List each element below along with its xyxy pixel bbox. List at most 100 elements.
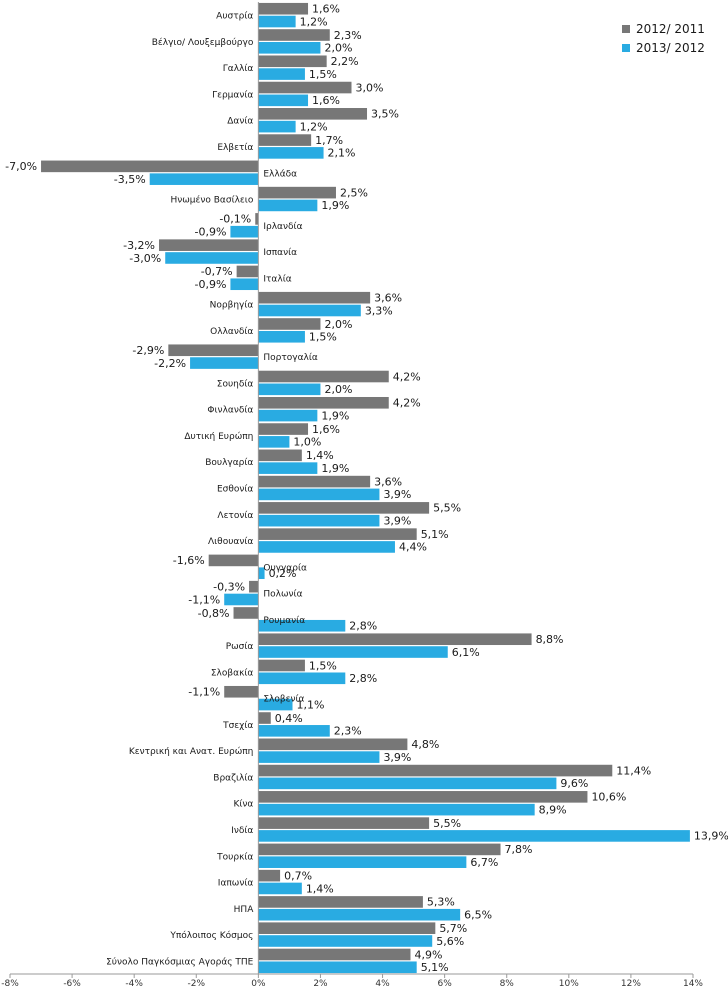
data-label: -0,8% bbox=[198, 607, 230, 620]
bar-2013-2012 bbox=[258, 462, 318, 474]
data-label: 2,0% bbox=[324, 42, 352, 55]
data-label: -1,1% bbox=[188, 686, 220, 699]
data-label: -3,0% bbox=[129, 252, 161, 265]
data-label: 1,6% bbox=[312, 3, 340, 16]
x-tick-label: -2% bbox=[188, 979, 206, 989]
bar-2013-2012 bbox=[258, 436, 290, 448]
data-label: 5,5% bbox=[433, 502, 461, 515]
bar-2013-2012 bbox=[258, 514, 380, 527]
x-tick-label: 8% bbox=[500, 979, 515, 989]
data-label: -3,2% bbox=[123, 239, 155, 252]
x-tick-label: -8% bbox=[1, 979, 19, 989]
bar-2013-2012 bbox=[258, 751, 380, 763]
bar-2013-2012 bbox=[258, 908, 461, 921]
bar-2012-2011 bbox=[233, 607, 259, 619]
data-label: 0,7% bbox=[284, 869, 312, 882]
bar-2013-2012 bbox=[258, 961, 417, 974]
data-label: 6,5% bbox=[464, 909, 492, 922]
data-label: 4,2% bbox=[393, 397, 421, 410]
x-tick-label: 12% bbox=[621, 979, 641, 989]
bar-2012-2011 bbox=[258, 659, 305, 672]
bar-2013-2012 bbox=[258, 409, 318, 422]
category-label: Ιρλανδία bbox=[263, 222, 302, 232]
data-label: 0,4% bbox=[275, 712, 303, 725]
category-label: Τουρκία bbox=[216, 852, 253, 862]
bar-2013-2012 bbox=[258, 304, 361, 317]
bar-2012-2011 bbox=[258, 738, 408, 751]
category-label: Υπόλοιπος Κόσμος bbox=[169, 930, 253, 941]
x-tick-label: 0% bbox=[251, 979, 266, 989]
data-label: 10,6% bbox=[591, 791, 626, 804]
bar-2012-2011 bbox=[255, 213, 259, 225]
data-label: 1,5% bbox=[309, 659, 337, 672]
data-label: 1,6% bbox=[312, 94, 340, 107]
bar-2012-2011 bbox=[208, 554, 259, 567]
data-label: 1,2% bbox=[300, 120, 328, 133]
data-label: 1,0% bbox=[293, 436, 321, 449]
legend-label-2012-2011: 2012/ 2011 bbox=[636, 22, 705, 36]
bar-2013-2012 bbox=[258, 68, 305, 80]
data-label: 1,5% bbox=[309, 68, 337, 81]
data-label: 6,1% bbox=[452, 646, 480, 659]
data-label: -2,2% bbox=[154, 357, 186, 370]
bar-2012-2011 bbox=[258, 528, 417, 540]
data-label: 1,9% bbox=[321, 409, 349, 422]
bar-2012-2011 bbox=[258, 318, 321, 330]
data-label: 5,5% bbox=[433, 817, 461, 830]
data-label: 3,5% bbox=[371, 108, 399, 121]
bar-2013-2012 bbox=[258, 383, 321, 396]
category-label: Ρωσία bbox=[226, 642, 254, 652]
data-label: 3,6% bbox=[374, 475, 402, 488]
data-label: 3,9% bbox=[383, 488, 411, 501]
bar-2012-2011 bbox=[159, 239, 259, 251]
bar-2012-2011 bbox=[258, 423, 309, 435]
category-label: Βέλγιο/ Λουξεμβούργο bbox=[152, 37, 254, 48]
bar-2012-2011 bbox=[41, 160, 259, 173]
bars-layer bbox=[41, 2, 690, 974]
category-label: Ολλανδία bbox=[210, 327, 253, 337]
data-label: 1,9% bbox=[321, 199, 349, 212]
category-label: Νορβηγία bbox=[210, 301, 254, 311]
category-label: Βραζιλία bbox=[213, 773, 253, 783]
category-label: Δανία bbox=[227, 117, 253, 127]
data-label: 5,1% bbox=[421, 528, 449, 541]
category-label: Γερμανία bbox=[212, 90, 253, 100]
category-label: Τσεχία bbox=[222, 721, 253, 731]
bar-2012-2011 bbox=[258, 633, 532, 646]
category-label: Κίνα bbox=[233, 800, 253, 810]
bar-2012-2011 bbox=[258, 791, 588, 803]
data-label: 3,9% bbox=[383, 514, 411, 527]
data-label: -2,9% bbox=[132, 344, 164, 357]
category-label: Ιταλία bbox=[263, 274, 291, 284]
data-label: -1,6% bbox=[173, 554, 205, 567]
category-label: Αυστρία bbox=[216, 12, 253, 22]
data-label: 4,8% bbox=[411, 738, 439, 751]
data-label: 1,7% bbox=[315, 134, 343, 147]
category-label: Σλοβενία bbox=[263, 695, 304, 705]
bar-2012-2011 bbox=[258, 29, 330, 41]
data-label: 11,4% bbox=[616, 764, 651, 777]
category-label: Σύνολο Παγκόσμιας Αγοράς ΤΠΕ bbox=[106, 956, 254, 967]
category-label: Σλοβακία bbox=[211, 668, 254, 678]
data-label: -3,5% bbox=[114, 173, 146, 186]
data-label: 2,2% bbox=[331, 55, 359, 68]
x-tick-label: 10% bbox=[559, 979, 579, 989]
bar-2013-2012 bbox=[230, 278, 259, 291]
category-label: Βουλγαρία bbox=[205, 458, 253, 468]
data-label: 4,9% bbox=[414, 948, 442, 961]
category-label: Πολωνία bbox=[263, 590, 302, 600]
bar-2013-2012 bbox=[258, 803, 535, 816]
category-label: Ελβετία bbox=[217, 143, 253, 153]
data-label: 2,3% bbox=[334, 29, 362, 42]
bar-2012-2011 bbox=[258, 948, 411, 961]
data-label: 1,4% bbox=[306, 449, 334, 462]
data-label: 2,8% bbox=[349, 620, 377, 633]
legend-label-2013-2012: 2013/ 2012 bbox=[636, 41, 705, 55]
data-label: 2,1% bbox=[328, 147, 356, 160]
bar-2013-2012 bbox=[258, 935, 433, 947]
data-label: 1,2% bbox=[300, 15, 328, 28]
bar-2013-2012 bbox=[258, 882, 302, 895]
bar-2013-2012 bbox=[258, 777, 557, 790]
bar-2012-2011 bbox=[236, 265, 259, 278]
